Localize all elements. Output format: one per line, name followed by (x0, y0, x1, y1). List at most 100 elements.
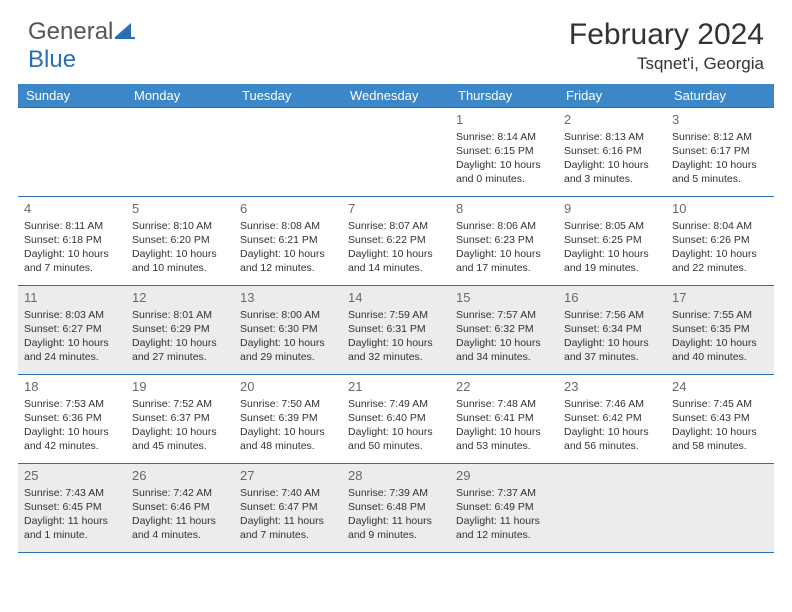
sunset-text: Sunset: 6:16 PM (564, 144, 660, 158)
day-number: 23 (564, 378, 660, 396)
day-cell: 26Sunrise: 7:42 AMSunset: 6:46 PMDayligh… (126, 464, 234, 552)
sunset-text: Sunset: 6:36 PM (24, 411, 120, 425)
sunrise-text: Sunrise: 8:01 AM (132, 308, 228, 322)
sunset-text: Sunset: 6:23 PM (456, 233, 552, 247)
sunrise-text: Sunrise: 7:49 AM (348, 397, 444, 411)
day-number: 28 (348, 467, 444, 485)
brand-part2: Blue (28, 46, 76, 73)
daylight-text: Daylight: 10 hours and 5 minutes. (672, 158, 768, 186)
sunset-text: Sunset: 6:26 PM (672, 233, 768, 247)
sunrise-text: Sunrise: 7:48 AM (456, 397, 552, 411)
daylight-text: Daylight: 10 hours and 29 minutes. (240, 336, 336, 364)
daylight-text: Daylight: 11 hours and 7 minutes. (240, 514, 336, 542)
day-number: 8 (456, 200, 552, 218)
sunset-text: Sunset: 6:34 PM (564, 322, 660, 336)
day-number: 25 (24, 467, 120, 485)
sail-icon (115, 18, 135, 45)
day-cell: 22Sunrise: 7:48 AMSunset: 6:41 PMDayligh… (450, 375, 558, 463)
daylight-text: Daylight: 10 hours and 58 minutes. (672, 425, 768, 453)
day-number: 12 (132, 289, 228, 307)
empty-cell (342, 108, 450, 196)
day-number: 16 (564, 289, 660, 307)
day-cell: 11Sunrise: 8:03 AMSunset: 6:27 PMDayligh… (18, 286, 126, 374)
sunrise-text: Sunrise: 7:46 AM (564, 397, 660, 411)
daylight-text: Daylight: 10 hours and 19 minutes. (564, 247, 660, 275)
sunrise-text: Sunrise: 8:14 AM (456, 130, 552, 144)
day-number: 1 (456, 111, 552, 129)
daylight-text: Daylight: 10 hours and 42 minutes. (24, 425, 120, 453)
day-cell: 9Sunrise: 8:05 AMSunset: 6:25 PMDaylight… (558, 197, 666, 285)
daylight-text: Daylight: 10 hours and 22 minutes. (672, 247, 768, 275)
day-header-cell: Sunday (18, 84, 126, 107)
week-row: 18Sunrise: 7:53 AMSunset: 6:36 PMDayligh… (18, 374, 774, 463)
day-number: 18 (24, 378, 120, 396)
day-number: 2 (564, 111, 660, 129)
sunrise-text: Sunrise: 8:06 AM (456, 219, 552, 233)
day-number: 10 (672, 200, 768, 218)
sunset-text: Sunset: 6:40 PM (348, 411, 444, 425)
sunrise-text: Sunrise: 7:59 AM (348, 308, 444, 322)
day-cell: 19Sunrise: 7:52 AMSunset: 6:37 PMDayligh… (126, 375, 234, 463)
sunrise-text: Sunrise: 8:12 AM (672, 130, 768, 144)
sunset-text: Sunset: 6:46 PM (132, 500, 228, 514)
sunset-text: Sunset: 6:20 PM (132, 233, 228, 247)
sunset-text: Sunset: 6:42 PM (564, 411, 660, 425)
daylight-text: Daylight: 10 hours and 56 minutes. (564, 425, 660, 453)
daylight-text: Daylight: 11 hours and 12 minutes. (456, 514, 552, 542)
day-number: 17 (672, 289, 768, 307)
day-number: 19 (132, 378, 228, 396)
sunset-text: Sunset: 6:35 PM (672, 322, 768, 336)
sunrise-text: Sunrise: 7:45 AM (672, 397, 768, 411)
sunset-text: Sunset: 6:32 PM (456, 322, 552, 336)
day-cell: 14Sunrise: 7:59 AMSunset: 6:31 PMDayligh… (342, 286, 450, 374)
title-block: February 2024 Tsqnet'i, Georgia (569, 18, 764, 74)
day-number: 29 (456, 467, 552, 485)
daylight-text: Daylight: 10 hours and 17 minutes. (456, 247, 552, 275)
sunrise-text: Sunrise: 7:55 AM (672, 308, 768, 322)
day-number: 5 (132, 200, 228, 218)
day-number: 4 (24, 200, 120, 218)
sunrise-text: Sunrise: 8:13 AM (564, 130, 660, 144)
empty-cell (558, 464, 666, 552)
sunset-text: Sunset: 6:41 PM (456, 411, 552, 425)
day-header-cell: Friday (558, 84, 666, 107)
day-number: 27 (240, 467, 336, 485)
sunrise-text: Sunrise: 7:57 AM (456, 308, 552, 322)
sunrise-text: Sunrise: 8:05 AM (564, 219, 660, 233)
sunrise-text: Sunrise: 8:07 AM (348, 219, 444, 233)
day-cell: 15Sunrise: 7:57 AMSunset: 6:32 PMDayligh… (450, 286, 558, 374)
sunrise-text: Sunrise: 7:37 AM (456, 486, 552, 500)
day-number: 11 (24, 289, 120, 307)
sunrise-text: Sunrise: 7:42 AM (132, 486, 228, 500)
sunrise-text: Sunrise: 8:11 AM (24, 219, 120, 233)
brand-part1: General (28, 18, 113, 45)
day-cell: 6Sunrise: 8:08 AMSunset: 6:21 PMDaylight… (234, 197, 342, 285)
sunrise-text: Sunrise: 8:03 AM (24, 308, 120, 322)
day-cell: 2Sunrise: 8:13 AMSunset: 6:16 PMDaylight… (558, 108, 666, 196)
daylight-text: Daylight: 10 hours and 32 minutes. (348, 336, 444, 364)
daylight-text: Daylight: 10 hours and 7 minutes. (24, 247, 120, 275)
sunrise-text: Sunrise: 7:50 AM (240, 397, 336, 411)
day-cell: 13Sunrise: 8:00 AMSunset: 6:30 PMDayligh… (234, 286, 342, 374)
day-number: 14 (348, 289, 444, 307)
day-cell: 4Sunrise: 8:11 AMSunset: 6:18 PMDaylight… (18, 197, 126, 285)
day-header-cell: Monday (126, 84, 234, 107)
day-cell: 1Sunrise: 8:14 AMSunset: 6:15 PMDaylight… (450, 108, 558, 196)
sunset-text: Sunset: 6:30 PM (240, 322, 336, 336)
day-number: 13 (240, 289, 336, 307)
day-cell: 21Sunrise: 7:49 AMSunset: 6:40 PMDayligh… (342, 375, 450, 463)
sunrise-text: Sunrise: 8:00 AM (240, 308, 336, 322)
sunset-text: Sunset: 6:29 PM (132, 322, 228, 336)
day-number: 20 (240, 378, 336, 396)
sunset-text: Sunset: 6:27 PM (24, 322, 120, 336)
day-cell: 27Sunrise: 7:40 AMSunset: 6:47 PMDayligh… (234, 464, 342, 552)
daylight-text: Daylight: 10 hours and 34 minutes. (456, 336, 552, 364)
day-cell: 20Sunrise: 7:50 AMSunset: 6:39 PMDayligh… (234, 375, 342, 463)
day-cell: 23Sunrise: 7:46 AMSunset: 6:42 PMDayligh… (558, 375, 666, 463)
brand-logo: GeneralBlue (28, 18, 135, 74)
daylight-text: Daylight: 10 hours and 12 minutes. (240, 247, 336, 275)
sunset-text: Sunset: 6:45 PM (24, 500, 120, 514)
day-number: 3 (672, 111, 768, 129)
day-header-row: SundayMondayTuesdayWednesdayThursdayFrid… (18, 84, 774, 107)
header: GeneralBlue February 2024 Tsqnet'i, Geor… (0, 0, 792, 84)
